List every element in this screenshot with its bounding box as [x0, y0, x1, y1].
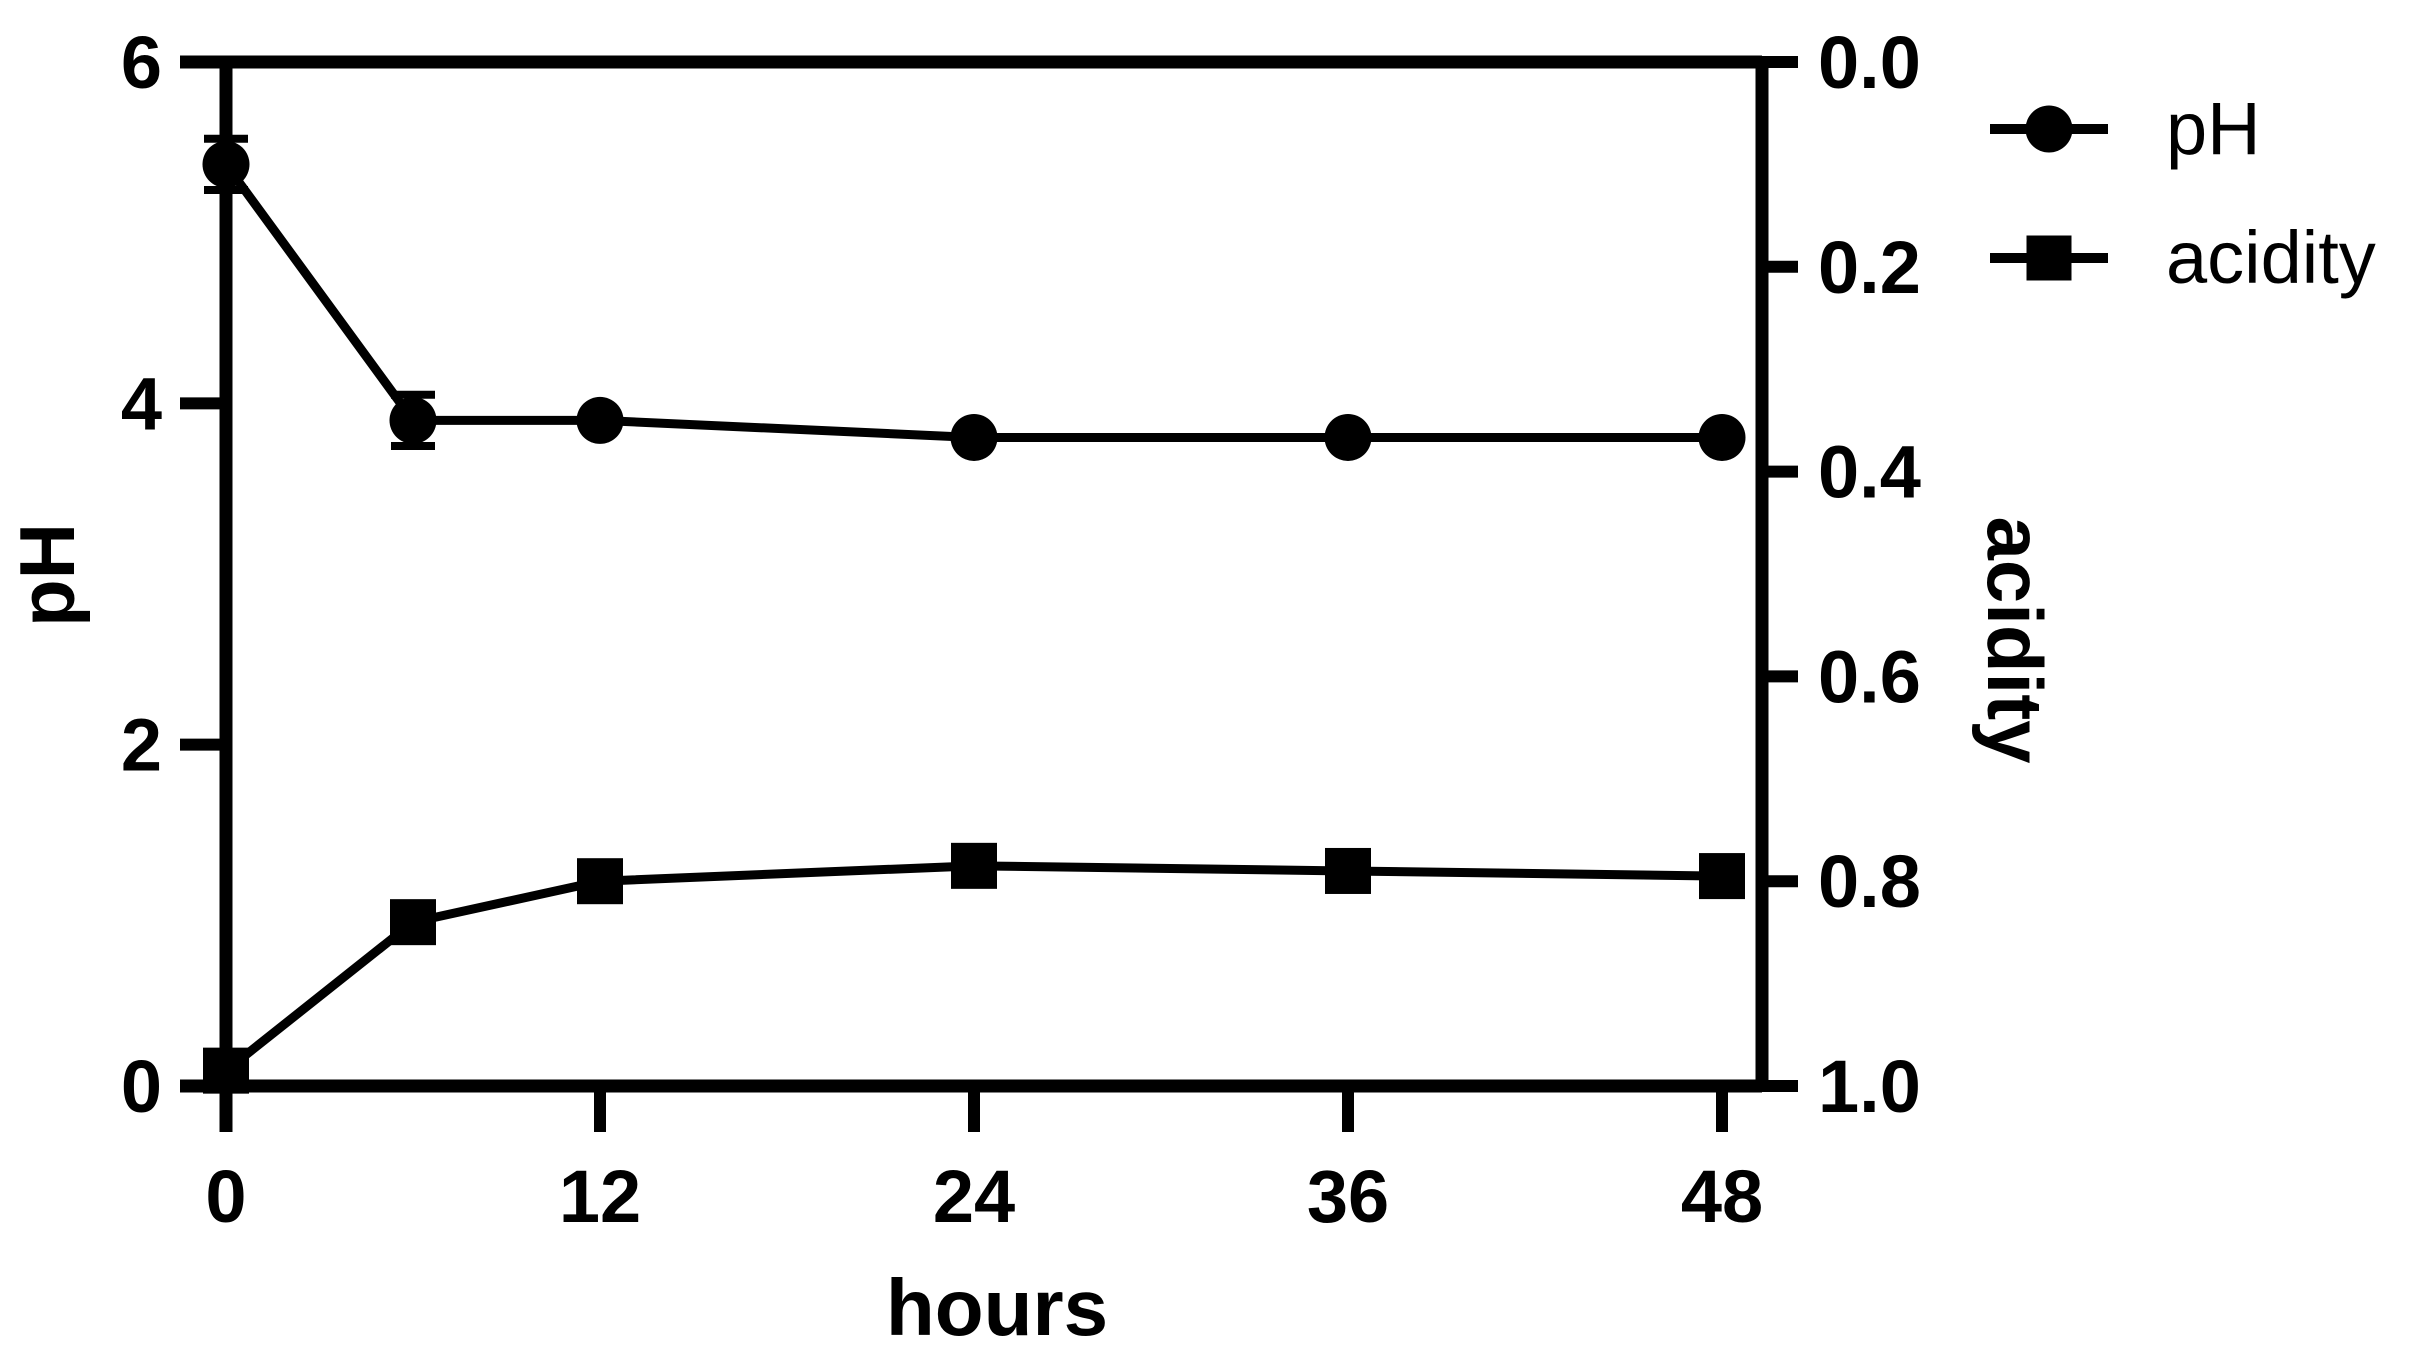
x-tick-label: 24: [933, 1155, 1015, 1238]
x-tick-label: 12: [559, 1155, 641, 1238]
x-axis-title: hours: [885, 1263, 1109, 1352]
left-tick-label: 0: [121, 1045, 162, 1128]
pH-data-point: [202, 140, 250, 188]
x-tick-label: 48: [1681, 1155, 1763, 1238]
pH-data-point: [1698, 413, 1746, 461]
acidity-data-point: [577, 858, 623, 905]
right-tick-label: 0.8: [1818, 840, 1921, 923]
acidity-series-line: [223, 861, 1723, 1075]
legend-label-ph: pH: [2166, 87, 2261, 170]
acidity-data-point: [951, 842, 997, 889]
acidity-data-point: [203, 1047, 249, 1094]
legend: pH acidity: [1990, 88, 2376, 299]
pH-data-point: [389, 396, 437, 444]
acidity-data-point: [1699, 853, 1745, 900]
circle-marker-icon: [1990, 104, 2108, 154]
right-tick-label: 1.0: [1818, 1045, 1921, 1128]
left-axis-title: pH: [3, 523, 91, 627]
left-tick-label: 2: [121, 704, 162, 787]
left-tick-label: 4: [121, 362, 162, 445]
x-tick-label: 36: [1307, 1155, 1389, 1238]
acidity-data-point: [390, 899, 436, 946]
right-tick-label: 0.0: [1818, 21, 1921, 104]
pH-data-point: [950, 413, 998, 461]
x-tick-label: 0: [205, 1155, 246, 1238]
legend-item-acidity: acidity: [1990, 216, 2376, 300]
legend-label-acidity: acidity: [2166, 216, 2376, 300]
pH-series-line: [222, 161, 1722, 442]
right-axis-title: acidity: [1971, 516, 2059, 764]
pH-data-point: [1324, 413, 1372, 461]
legend-item-ph: pH: [1990, 88, 2376, 169]
acidity-data-point: [1325, 847, 1371, 894]
left-tick-label: 6: [121, 21, 162, 104]
right-tick-label: 0.4: [1818, 431, 1921, 514]
right-tick-label: 0.2: [1818, 226, 1921, 309]
right-tick-label: 0.6: [1818, 635, 1921, 718]
square-marker-icon: [1990, 233, 2108, 283]
pH-data-point: [576, 396, 624, 444]
